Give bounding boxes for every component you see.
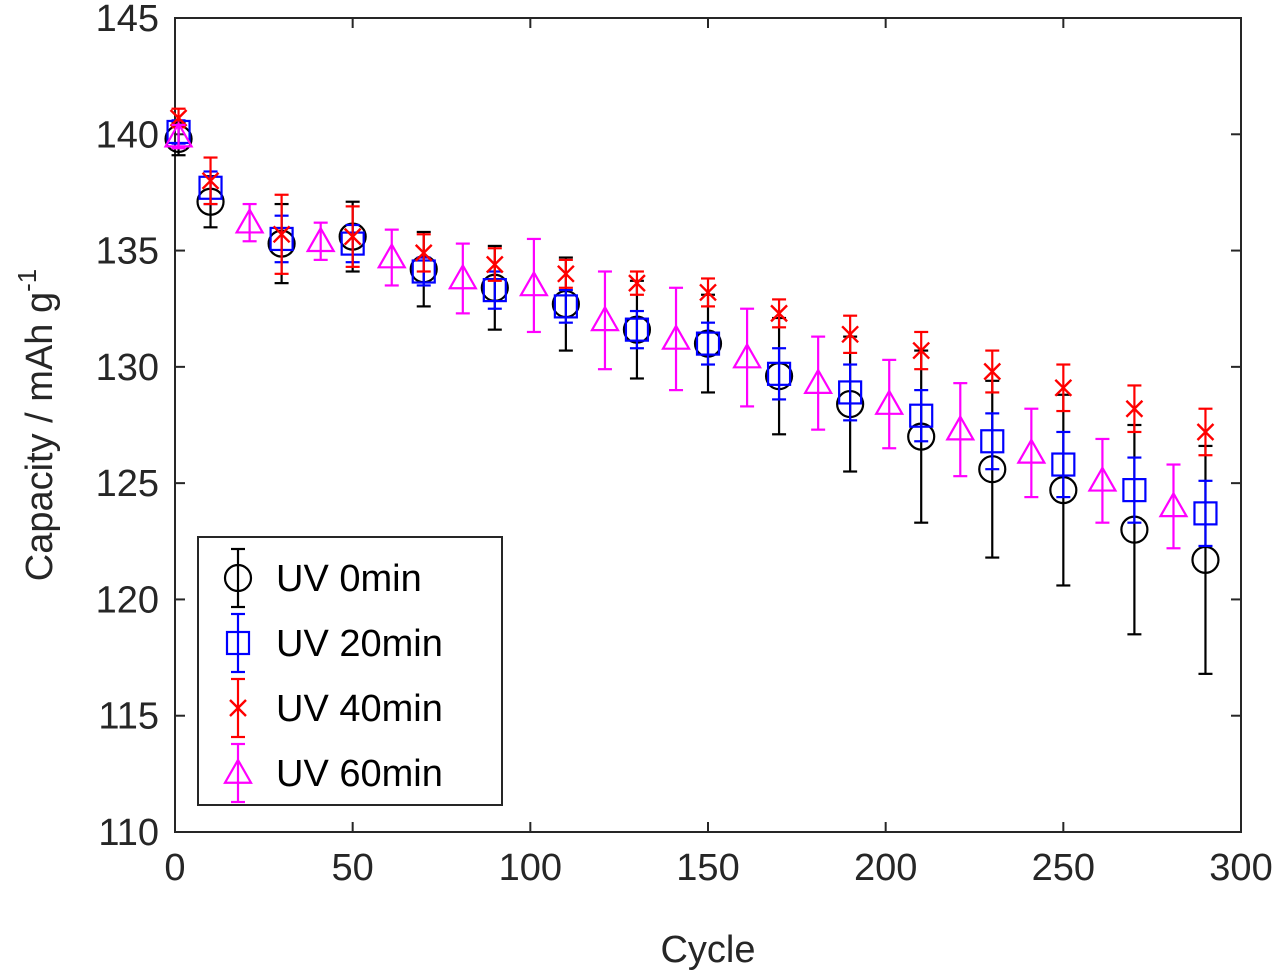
y-tick-label: 135 xyxy=(96,231,159,273)
legend-marker xyxy=(223,563,253,593)
y-axis-label-superscript: -1 xyxy=(12,269,42,292)
data-point xyxy=(1087,465,1118,492)
legend-marker xyxy=(229,699,247,717)
legend-label: UV 0min xyxy=(276,558,422,600)
data-point xyxy=(163,121,194,148)
y-axis-label: Capacity / mAh g-1 xyxy=(12,269,61,581)
data-point xyxy=(557,264,575,283)
data-point xyxy=(1122,478,1147,503)
data-point xyxy=(414,244,433,262)
x-tick-label: 150 xyxy=(676,847,739,889)
legend-label: UV 60min xyxy=(276,753,443,795)
y-tick-label: 125 xyxy=(96,463,159,505)
data-point xyxy=(1054,378,1073,397)
data-point xyxy=(1016,437,1047,464)
data-point xyxy=(661,323,691,350)
data-point xyxy=(485,255,504,274)
y-tick-label: 120 xyxy=(96,579,159,621)
data-point xyxy=(1158,491,1189,518)
legend-item: UV 0min xyxy=(223,547,422,609)
data-point xyxy=(376,242,407,269)
legend-label: UV 40min xyxy=(276,688,443,730)
data-point xyxy=(1196,423,1215,441)
data-point xyxy=(732,342,762,369)
data-point xyxy=(1125,399,1144,418)
data-point xyxy=(945,414,976,441)
data-point xyxy=(169,109,188,127)
data-point xyxy=(838,380,863,405)
data-point xyxy=(909,403,934,428)
data-point xyxy=(874,388,905,415)
legend-item: UV 20min xyxy=(225,612,443,674)
data-point xyxy=(447,263,478,290)
x-tick-label: 200 xyxy=(854,847,917,889)
data-point xyxy=(553,294,578,319)
series-uv-60min xyxy=(163,121,1189,550)
legend-item: UV 60min xyxy=(223,742,443,804)
legend-label: UV 20min xyxy=(276,623,443,665)
data-point xyxy=(590,305,620,332)
data-point xyxy=(983,362,1002,381)
data-point xyxy=(272,225,291,244)
data-point xyxy=(1193,501,1218,526)
data-point xyxy=(343,227,362,246)
x-tick-label: 50 xyxy=(332,847,374,889)
y-tick-label: 140 xyxy=(96,114,159,156)
x-tick-label: 100 xyxy=(499,847,562,889)
data-point xyxy=(201,171,220,190)
y-axis-label-text: Capacity / mAh g xyxy=(19,292,61,581)
data-point xyxy=(624,317,650,342)
legend-box xyxy=(197,536,503,806)
data-point xyxy=(234,207,265,234)
legend-item: UV 40min xyxy=(229,677,443,739)
data-point xyxy=(912,341,931,360)
data-point xyxy=(699,283,717,302)
data-point xyxy=(1051,452,1076,477)
data-point xyxy=(980,429,1005,454)
data-point xyxy=(770,304,788,323)
data-point xyxy=(305,226,336,253)
legend-marker xyxy=(225,630,251,656)
data-point xyxy=(628,274,646,292)
x-axis-label: Cycle xyxy=(660,929,755,971)
y-tick-label: 130 xyxy=(96,347,159,389)
y-tick-label: 145 xyxy=(96,0,159,40)
y-tick-label: 110 xyxy=(98,812,159,854)
x-tick-label: 250 xyxy=(1032,847,1095,889)
legend: UV 0min UV 20min UV 40min UV 60min xyxy=(197,536,503,806)
x-tick-label: 300 xyxy=(1209,847,1272,889)
data-point xyxy=(766,361,792,386)
legend-marker xyxy=(223,757,253,784)
data-point xyxy=(841,325,859,344)
y-tick-label: 115 xyxy=(98,696,159,738)
data-point xyxy=(695,331,721,356)
series-uv-40min xyxy=(169,107,1215,457)
x-tick-label: 0 xyxy=(164,847,185,889)
data-point xyxy=(518,270,549,297)
data-point xyxy=(803,367,834,394)
